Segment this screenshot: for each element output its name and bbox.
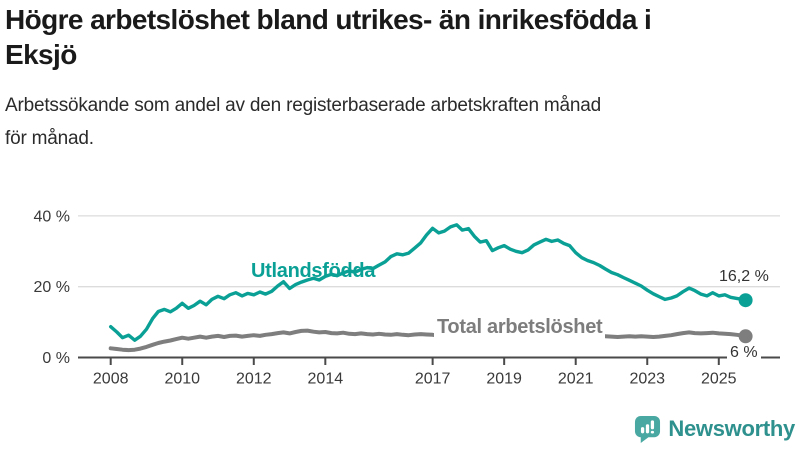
x-tick-label: 2023 xyxy=(629,371,665,388)
newsworthy-logo-text: Newsworthy xyxy=(668,416,795,441)
title-line-2: Eksjö xyxy=(5,39,77,71)
subtitle-line-2: för månad. xyxy=(5,128,94,150)
newsworthy-logo-icon xyxy=(635,415,661,443)
chart-subtitle: Arbetssökande som andel av den registerb… xyxy=(5,89,797,157)
x-tick-label: 2017 xyxy=(415,371,451,388)
series-label-total: Total arbetslöshet xyxy=(434,316,606,339)
y-tick-label: 0 % xyxy=(42,350,70,367)
x-tick-label: 2025 xyxy=(701,371,737,388)
bar-chart-glyph xyxy=(641,420,655,434)
x-tick-label: 2014 xyxy=(308,371,344,388)
x-tick-label: 2019 xyxy=(486,371,522,388)
page-title: Högre arbetslöshet bland utrikes- än inr… xyxy=(5,2,797,73)
y-tick-label: 20 % xyxy=(34,279,70,296)
x-tick-label: 2008 xyxy=(93,371,129,388)
end-value-total: 6 % xyxy=(727,344,761,362)
y-tick-label: 40 % xyxy=(34,208,70,225)
subtitle-line-1: Arbetssökande som andel av den registerb… xyxy=(5,94,602,116)
end-value-utlandsfodda: 16,2 % xyxy=(719,268,769,285)
newsworthy-logo: Newsworthy xyxy=(634,415,795,443)
series-label-utlandsfodda: Utlandsfödda xyxy=(251,260,376,282)
x-tick-label: 2010 xyxy=(164,371,200,388)
title-line-1: Högre arbetslöshet bland utrikes- än inr… xyxy=(5,4,652,35)
series-line-utlandsfodda xyxy=(108,223,748,342)
series-end-dot-total xyxy=(738,329,753,344)
x-tick-label: 2021 xyxy=(558,371,594,388)
x-tick-label: 2012 xyxy=(236,371,272,388)
series-end-dot-utlandsfodda xyxy=(738,293,753,308)
chart-header: Högre arbetslöshet bland utrikes- än inr… xyxy=(0,0,797,156)
series-line-total xyxy=(108,328,748,353)
